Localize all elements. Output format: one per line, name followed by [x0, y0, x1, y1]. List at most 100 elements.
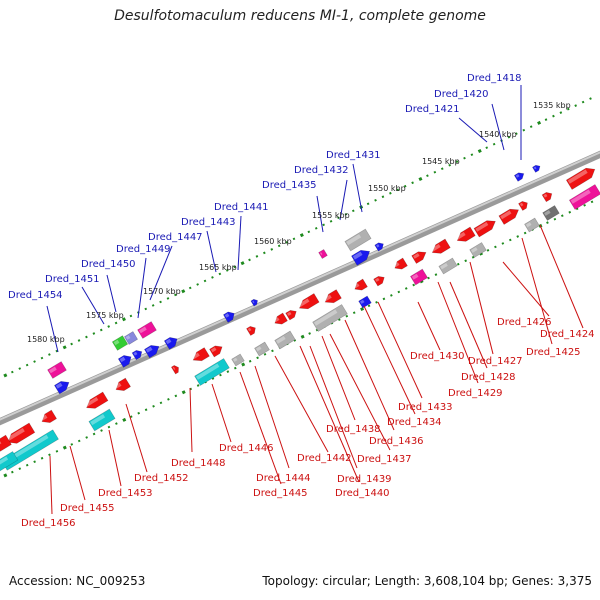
scale-label: 1560 kbp	[254, 237, 292, 246]
gene-label: Dred_1424	[540, 329, 595, 340]
gene-red	[191, 347, 210, 362]
scale-label: 1535 kbp	[533, 101, 571, 110]
gene-red	[411, 251, 427, 264]
gene-magenta	[410, 268, 428, 286]
leader-line	[69, 445, 86, 501]
leader-line	[502, 261, 550, 317]
leader-line	[254, 365, 290, 469]
topology-text: Topology: circular; Length: 3,608,104 bp…	[262, 574, 592, 588]
gene-gray	[344, 228, 372, 252]
gene-label: Dred_1444	[256, 473, 311, 484]
scale-label: 1545 kbp	[422, 157, 460, 166]
gene-gray	[312, 304, 348, 332]
gene-label: Dred_1447	[148, 232, 203, 243]
gene-gray	[231, 353, 245, 367]
leader-line	[81, 286, 105, 325]
leader-line	[437, 281, 479, 384]
gene-label: Dred_1433	[398, 402, 453, 413]
gene-label: Dred_1443	[181, 217, 236, 228]
gene-red	[40, 409, 57, 423]
gene-label: Dred_1429	[448, 388, 503, 399]
gene-blue	[351, 249, 371, 266]
leader-line	[521, 237, 553, 345]
gene-gray	[542, 205, 560, 221]
gene-label: Dred_1425	[526, 347, 581, 358]
gene-cyan	[88, 408, 116, 432]
gene-blue	[358, 295, 372, 309]
leader-line	[149, 245, 173, 301]
leader-line	[49, 455, 53, 515]
gene-label: Dred_1441	[214, 202, 269, 213]
label-leader-lines	[46, 85, 584, 515]
gene-label: Dred_1445	[253, 488, 308, 499]
leader-line	[458, 117, 488, 143]
gene-label: Dred_1430	[410, 351, 465, 362]
gene-label: Dred_1436	[369, 436, 424, 447]
leader-line	[237, 215, 242, 271]
gene-label: Dred_1427	[468, 356, 523, 367]
scale-label: 1540 kbp	[479, 130, 517, 139]
gene-red	[273, 312, 288, 325]
gene-purple	[123, 331, 139, 345]
gene-gray	[524, 217, 540, 233]
leader-line	[417, 301, 441, 351]
leader-line	[106, 274, 117, 313]
leader-line	[299, 345, 360, 483]
gene-blue	[513, 172, 525, 182]
gene-magenta	[137, 321, 157, 339]
gene-red	[209, 345, 223, 358]
gene-label: Dred_1437	[357, 454, 412, 465]
gene-blue	[163, 337, 178, 350]
gene-label: Dred_1440	[335, 488, 390, 499]
map-title: Desulfotomaculum reducens MI-1, complete…	[114, 8, 486, 24]
leader-line	[339, 179, 348, 221]
backbone-highlight	[0, 151, 600, 421]
gene-label: Dred_1434	[387, 417, 442, 428]
backbone-line	[0, 150, 600, 426]
scale-label: 1555 kbp	[312, 211, 350, 220]
gene-blue	[532, 164, 541, 173]
leader-line	[239, 371, 282, 485]
gene-red	[373, 276, 385, 287]
gene-label: Dred_1428	[461, 372, 516, 383]
gene-red	[85, 391, 109, 409]
scale-label: 1580 kbp	[27, 335, 65, 344]
gene-green	[111, 335, 129, 351]
gene-blue	[131, 350, 143, 361]
gene-red	[393, 257, 408, 270]
gene-red	[431, 238, 451, 254]
leader-line	[125, 403, 148, 473]
gene-gray	[254, 341, 270, 357]
upper-tick-track	[3, 97, 592, 378]
leader-line	[377, 301, 423, 399]
leader-line	[449, 281, 488, 369]
leader-line	[469, 261, 494, 355]
gene-blue	[222, 311, 235, 323]
gene-gray	[438, 257, 458, 275]
gene-red	[323, 289, 342, 304]
scale-label: 1565 kbp	[199, 263, 237, 272]
leader-line	[352, 163, 363, 213]
leader-line	[344, 319, 395, 431]
lower-tick-track	[3, 200, 594, 478]
gene-label: Dred_1456	[21, 518, 76, 529]
gene-blue	[54, 381, 70, 395]
gene-label: Dred_1448	[171, 458, 226, 469]
scale-label: 1575 kbp	[86, 311, 124, 320]
gene-label: Dred_1450	[81, 259, 136, 270]
leader-line	[316, 195, 324, 233]
gene-red	[6, 422, 36, 444]
leader-line	[137, 257, 147, 319]
gene-magenta	[318, 249, 328, 259]
gene-label: Dred_1420	[434, 89, 489, 100]
gene-red	[473, 220, 496, 238]
gene-blue	[144, 345, 160, 359]
leader-line	[108, 429, 122, 487]
gene-blue	[117, 355, 132, 368]
leader-line	[363, 305, 416, 415]
gene-red	[298, 293, 320, 310]
gene-label: Dred_1438	[326, 424, 381, 435]
gene-label: Dred_1449	[116, 244, 171, 255]
gene-label: Dred_1435	[262, 180, 317, 191]
gene-red	[170, 365, 179, 375]
